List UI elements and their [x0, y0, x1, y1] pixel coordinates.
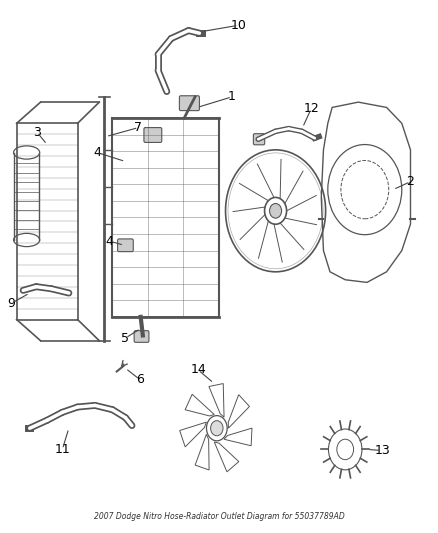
Circle shape [211, 421, 223, 436]
Text: 9: 9 [7, 297, 15, 310]
Text: 5: 5 [121, 332, 129, 344]
Text: 2: 2 [406, 175, 414, 188]
Text: 3: 3 [33, 126, 41, 139]
Text: 13: 13 [374, 444, 390, 457]
FancyBboxPatch shape [144, 127, 162, 142]
Text: 2007 Dodge Nitro Hose-Radiator Outlet Diagram for 55037789AD: 2007 Dodge Nitro Hose-Radiator Outlet Di… [94, 512, 344, 521]
FancyBboxPatch shape [134, 330, 149, 342]
FancyBboxPatch shape [117, 239, 133, 252]
FancyBboxPatch shape [253, 134, 265, 145]
Text: 6: 6 [136, 373, 144, 386]
Text: 11: 11 [54, 443, 70, 456]
Text: 4: 4 [93, 146, 101, 159]
Text: 12: 12 [304, 102, 319, 115]
FancyBboxPatch shape [180, 96, 199, 111]
Text: 4: 4 [106, 235, 113, 247]
Circle shape [269, 204, 282, 218]
Text: 7: 7 [134, 121, 142, 134]
Text: 10: 10 [231, 19, 247, 32]
Text: 14: 14 [190, 364, 206, 376]
Text: 1: 1 [228, 90, 236, 103]
